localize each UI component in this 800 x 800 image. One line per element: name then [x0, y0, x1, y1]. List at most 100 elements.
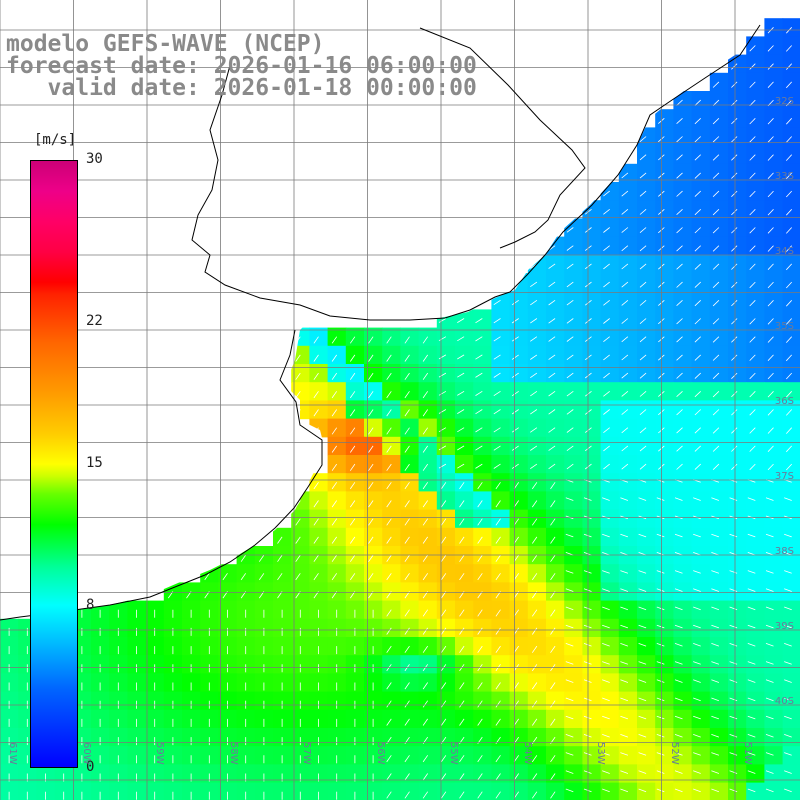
wind-speed-cell: [618, 254, 638, 274]
wind-speed-cell: [764, 527, 784, 547]
wind-vector: [477, 554, 483, 562]
wind-speed-cell: [382, 509, 401, 529]
wind-speed-cell: [673, 364, 693, 383]
wind-speed-cell: [473, 655, 492, 674]
wind-speed-cell: [782, 709, 800, 729]
wind-vector: [676, 245, 683, 252]
wind-speed-cell: [364, 564, 383, 583]
wind-vector: [440, 536, 447, 544]
wind-speed-cell: [418, 582, 438, 602]
wind-speed-cell: [709, 509, 729, 529]
wind-vector: [656, 588, 665, 592]
wind-vector: [729, 588, 738, 592]
wind-vector: [459, 755, 465, 763]
wind-speed-cell: [655, 673, 674, 693]
wind-vector: [731, 354, 738, 361]
wind-speed-cell: [382, 491, 401, 511]
wind-speed-cell: [527, 564, 547, 583]
wind-speed-cell: [709, 127, 729, 147]
wind-vector: [386, 573, 392, 581]
wind-speed-cell: [418, 527, 438, 547]
wind-speed-cell: [582, 691, 602, 711]
wind-vector: [676, 190, 683, 197]
wind-speed-cell: [527, 600, 547, 620]
wind-speed-cell: [491, 618, 511, 638]
wind-vector: [602, 533, 610, 538]
wind-speed-cell: [764, 764, 784, 784]
wind-vector: [621, 427, 629, 434]
wind-speed-cell: [382, 455, 401, 474]
legend-tick-label: 15: [86, 455, 103, 471]
wind-vector: [459, 554, 465, 562]
wind-speed-cell: [637, 637, 656, 656]
wind-vector: [603, 354, 610, 361]
wind-vector: [767, 172, 774, 179]
wind-speed-cell: [691, 109, 711, 128]
wind-speed-cell: [600, 473, 620, 492]
wind-vector: [620, 715, 629, 720]
wind-vector: [602, 606, 610, 611]
wind-speed-cell: [582, 509, 602, 529]
wind-vector: [459, 500, 465, 508]
wind-vector: [349, 445, 356, 453]
wind-speed-cell: [728, 364, 747, 383]
wind-speed-cell: [546, 455, 565, 474]
wind-vector: [566, 372, 574, 379]
wind-speed-cell: [782, 618, 800, 638]
wind-speed-cell: [564, 673, 583, 693]
wind-speed-cell: [637, 418, 656, 438]
wind-speed-cell: [527, 764, 547, 784]
wind-vector: [422, 482, 429, 490]
wind-speed-cell: [746, 746, 765, 765]
wind-vector: [747, 661, 756, 665]
legend-tick-label: 0: [86, 759, 95, 775]
wind-vector: [786, 227, 792, 234]
wind-vector: [440, 773, 447, 781]
wind-vector: [475, 372, 483, 378]
wind-speed-cell: [345, 473, 365, 492]
wind-speed-cell: [764, 182, 784, 201]
wind-speed-cell: [709, 236, 729, 256]
wind-speed-cell: [764, 218, 784, 238]
wind-vector: [475, 318, 483, 324]
wind-vector: [495, 718, 501, 726]
wind-speed-cell: [418, 327, 438, 347]
wind-vector: [767, 463, 774, 471]
wind-speed-cell: [709, 746, 729, 765]
wind-speed-cell: [655, 582, 674, 602]
wind-speed-cell: [655, 182, 674, 201]
coastline-path: [0, 24, 761, 621]
wind-vector: [404, 554, 410, 562]
wind-vector: [550, 573, 556, 581]
wind-vector: [602, 624, 610, 629]
wind-speed-cell: [491, 327, 511, 347]
wind-vector: [459, 700, 465, 708]
wind-vector: [712, 300, 720, 307]
wind-vector: [603, 208, 610, 215]
wind-speed-cell: [691, 582, 711, 602]
wind-speed-cell: [564, 728, 583, 747]
wind-vector: [477, 718, 483, 726]
wind-speed-cell: [582, 364, 602, 383]
wind-vector: [477, 536, 483, 544]
wind-vector: [639, 463, 647, 470]
wind-speed-cell: [473, 728, 492, 747]
wind-speed-cell: [491, 709, 511, 729]
wind-vector: [712, 245, 720, 252]
wind-vector: [404, 645, 410, 653]
wind-vector: [767, 372, 774, 380]
wind-vector: [603, 336, 610, 343]
wind-vector: [313, 336, 319, 344]
wind-speed-cell: [455, 327, 474, 347]
wind-vector: [531, 500, 538, 508]
wind-vector: [550, 609, 556, 617]
wind-speed-cell: [527, 782, 547, 800]
wind-vector: [566, 354, 574, 361]
wind-speed-cell: [309, 782, 329, 800]
wind-speed-cell: [455, 509, 474, 529]
wind-vector: [765, 588, 774, 592]
wind-vector: [438, 336, 447, 342]
wind-speed-cell: [691, 746, 711, 765]
wind-speed-cell: [345, 509, 365, 529]
